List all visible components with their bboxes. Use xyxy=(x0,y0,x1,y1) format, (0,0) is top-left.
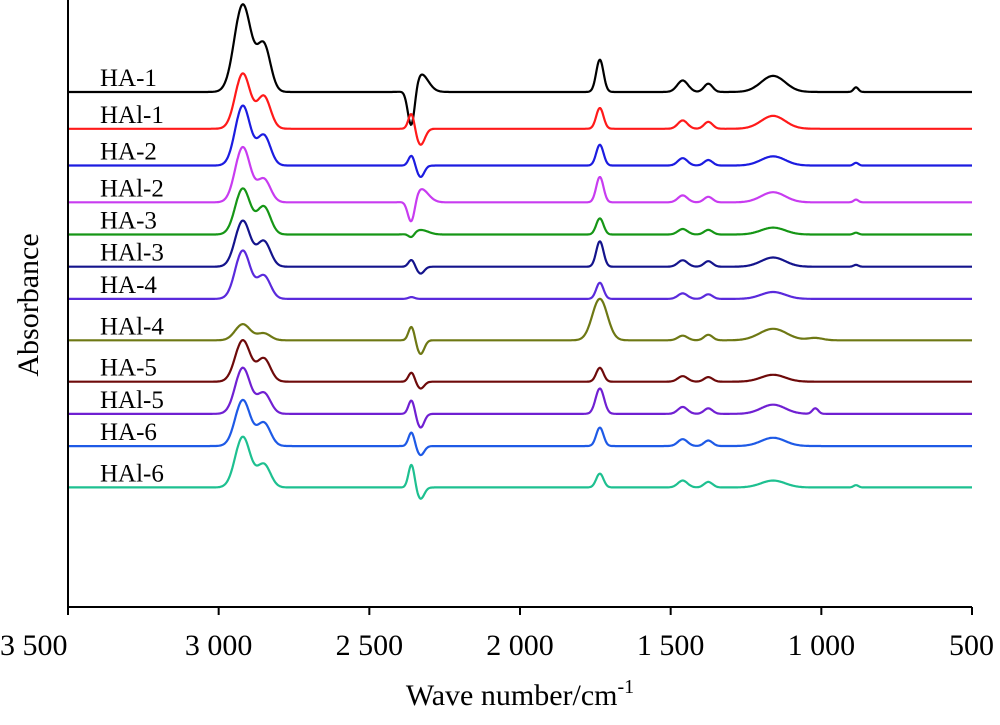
series-label-ha-4: HA-4 xyxy=(100,272,157,299)
x-tick-label: 3 000 xyxy=(185,629,253,662)
series-line-hal-4 xyxy=(68,297,972,356)
series-line-ha-3 xyxy=(68,187,972,239)
x-axis-ticks: 3 500 3 000 2 500 2 000 1 500 1 000 500 xyxy=(0,607,994,662)
series-line-hal-1 xyxy=(68,72,972,146)
series-line-hal-3 xyxy=(68,219,972,275)
x-tick-label: 500 xyxy=(949,629,994,662)
series-label-hal-4: HAl-4 xyxy=(100,313,164,340)
series-label-hal-5: HAl-5 xyxy=(100,387,164,414)
x-tick-label: 1 000 xyxy=(788,629,856,662)
x-axis-title: Wave number/cm-1 xyxy=(406,676,634,712)
series-line-hal-5 xyxy=(68,366,972,429)
series-line-ha-1 xyxy=(68,3,972,127)
y-axis-title: Absorbance xyxy=(12,233,45,376)
series-label-hal-1: HAl-1 xyxy=(100,102,164,129)
series-label-ha-5: HA-5 xyxy=(100,355,157,382)
series-line-ha-6 xyxy=(68,398,972,457)
x-tick-label: 2 000 xyxy=(486,629,554,662)
series-label-hal-6: HAl-6 xyxy=(100,460,164,487)
x-tick-label: 2 500 xyxy=(336,629,404,662)
series-label-ha-1: HA-1 xyxy=(100,65,157,92)
plot-area: HA-1 HAl-1 HA-2 HAl-2 HA-3 HAl-3 HA-4 HAl-4 HA-5… xyxy=(68,3,972,500)
series-line-ha-5 xyxy=(68,338,972,390)
x-tick-label: 1 500 xyxy=(637,629,705,662)
series-line-ha-4 xyxy=(68,249,972,300)
x-tick-label: 3 500 xyxy=(0,629,68,662)
series-label-ha-2: HA-2 xyxy=(100,139,157,166)
series-label-hal-2: HAl-2 xyxy=(100,175,164,202)
series-line-hal-2 xyxy=(68,145,972,223)
series-label-ha-6: HA-6 xyxy=(100,419,157,446)
series-line-ha-2 xyxy=(68,104,972,179)
series-line-hal-6 xyxy=(68,435,972,500)
series-label-hal-3: HAl-3 xyxy=(100,240,164,267)
series-label-ha-3: HA-3 xyxy=(100,208,157,235)
